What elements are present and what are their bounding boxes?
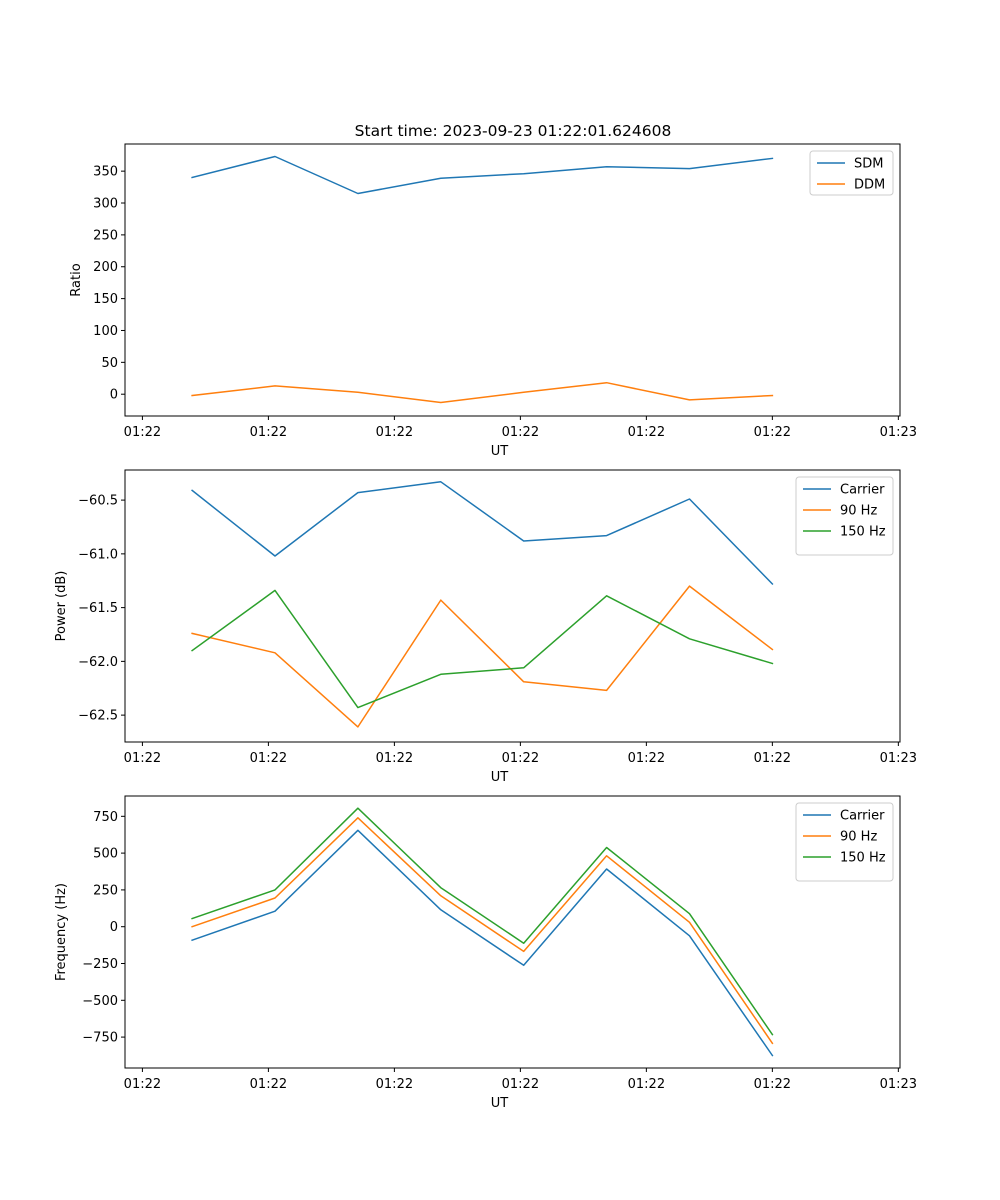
x-tick-label: 01:22	[502, 425, 539, 440]
y-tick-label: 750	[93, 810, 118, 825]
legend-entry-label: Carrier	[840, 483, 885, 498]
x-tick-label: 01:22	[754, 1077, 791, 1092]
subplot-power: 01:22 01:22 01:22 01:22 01:22 01:22 01:23 −62.5…	[54, 469, 917, 785]
y-tick-label: 250	[93, 883, 118, 898]
x-tick-label: 01:22	[124, 751, 161, 766]
y-tick-label: 50	[101, 356, 118, 371]
legend-entry-label: 150 Hz	[840, 525, 886, 540]
legend-entry-label: DDM	[854, 178, 885, 193]
x-tick-label: 01:22	[754, 425, 791, 440]
x-tick-label: 01:22	[502, 751, 539, 766]
y-axis-label: Frequency (Hz)	[54, 883, 69, 981]
x-tick-label: 01:22	[124, 1077, 161, 1092]
series-line-carrier	[191, 829, 774, 1057]
y-tick-label: 350	[93, 165, 118, 180]
x-tick-label: 01:22	[628, 425, 665, 440]
x-tick-label: 01:22	[250, 751, 287, 766]
x-tick-label: 01:22	[628, 751, 665, 766]
y-tick-label: −62.0	[78, 655, 118, 670]
x-tick-label: 01:22	[502, 1077, 539, 1092]
y-tick-label: 150	[93, 292, 118, 307]
x-tick-label: 01:22	[376, 1077, 413, 1092]
x-tick-label: 01:22	[250, 1077, 287, 1092]
axes-frame-ratio	[124, 143, 901, 417]
y-tick-label: −62.5	[78, 709, 118, 724]
series-line-carrier	[191, 481, 774, 586]
y-tick-label: 300	[93, 197, 118, 212]
y-tick-label: 100	[93, 324, 118, 339]
y-axis-label: Power (dB)	[54, 571, 69, 642]
subplot-frequency: 01:22 01:22 01:22 01:22 01:22 01:22 01:23 −750 −…	[54, 795, 917, 1111]
series-line-90-hz	[191, 585, 774, 728]
series-line-sdm	[191, 155, 774, 195]
series-line-ddm	[191, 381, 774, 404]
x-tick-label: 01:23	[880, 425, 917, 440]
x-axis-label: UT	[491, 444, 509, 459]
y-tick-label: −250	[82, 957, 118, 972]
y-tick-label: −60.5	[78, 494, 118, 509]
x-tick-label: 01:23	[880, 751, 917, 766]
legend-entry-label: 150 Hz	[840, 851, 886, 866]
y-tick-label: −61.0	[78, 547, 118, 562]
figure-title: Start time: 2023-09-23 01:22:01.624608	[355, 122, 672, 140]
y-tick-label: −61.5	[78, 601, 118, 616]
axes-frame-power	[124, 469, 901, 743]
legend-ratio: SDM DDM	[809, 150, 894, 196]
legend-frequency: Carrier 90 Hz 150 Hz	[795, 802, 894, 882]
y-tick-label: −500	[82, 994, 118, 1009]
x-tick-label: 01:22	[754, 751, 791, 766]
x-axis-label: UT	[491, 1096, 509, 1111]
subplot-ratio: 01:22 01:22 01:22 01:22 01:22 01:22 01:23 0 50 10…	[69, 143, 917, 459]
legend-box	[795, 476, 894, 556]
series-line-150-hz	[191, 807, 774, 1036]
axes-frame-frequency	[124, 795, 901, 1069]
y-tick-label: 250	[93, 228, 118, 243]
x-tick-label: 01:23	[880, 1077, 917, 1092]
x-tick-label: 01:22	[250, 425, 287, 440]
legend-power: Carrier 90 Hz 150 Hz	[795, 476, 894, 556]
y-tick-label: 0	[110, 388, 118, 403]
x-tick-label: 01:22	[376, 425, 413, 440]
legend-entry-label: SDM	[854, 157, 883, 172]
y-axis-label: Ratio	[69, 263, 84, 296]
legend-entry-label: 90 Hz	[840, 504, 877, 519]
y-tick-label: 200	[93, 260, 118, 275]
y-tick-label: −750	[82, 1031, 118, 1046]
series-line-90-hz	[191, 817, 774, 1045]
y-tick-label: 500	[93, 847, 118, 862]
x-tick-label: 01:22	[376, 751, 413, 766]
series-line-150-hz	[191, 589, 774, 709]
plot-area: 01:22 01:22 01:22 01:22 01:22 01:22 01:23 0 50 10…	[54, 143, 917, 1111]
x-tick-label: 01:22	[124, 425, 161, 440]
legend-entry-label: Carrier	[840, 809, 885, 824]
legend-entry-label: 90 Hz	[840, 830, 877, 845]
x-tick-label: 01:22	[628, 1077, 665, 1092]
x-axis-label: UT	[491, 770, 509, 785]
legend-box	[795, 802, 894, 882]
y-tick-label: 0	[110, 920, 118, 935]
